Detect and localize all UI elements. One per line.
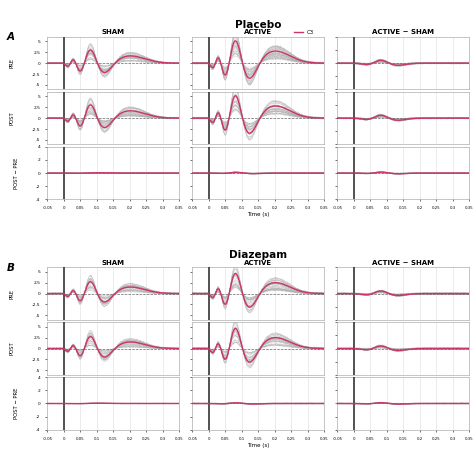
X-axis label: Time (s): Time (s) (247, 212, 270, 217)
Text: A: A (7, 32, 15, 43)
Legend: C3: C3 (294, 29, 315, 36)
Y-axis label: POST: POST (10, 111, 15, 125)
Y-axis label: POST − PRE: POST − PRE (14, 388, 19, 419)
Title: SHAM: SHAM (102, 29, 125, 35)
Title: ACTIVE − SHAM: ACTIVE − SHAM (373, 260, 434, 266)
Title: ACTIVE: ACTIVE (244, 260, 273, 266)
Text: Diazepam: Diazepam (229, 250, 287, 261)
Title: ACTIVE: ACTIVE (244, 29, 273, 35)
Y-axis label: POST: POST (10, 341, 15, 355)
Y-axis label: PRE: PRE (10, 58, 15, 68)
Text: Placebo: Placebo (235, 20, 282, 30)
Title: SHAM: SHAM (102, 260, 125, 266)
Title: ACTIVE − SHAM: ACTIVE − SHAM (373, 29, 434, 35)
X-axis label: Time (s): Time (s) (247, 443, 270, 448)
Text: B: B (7, 263, 15, 273)
Y-axis label: PRE: PRE (10, 289, 15, 298)
Y-axis label: POST − PRE: POST − PRE (14, 158, 19, 189)
